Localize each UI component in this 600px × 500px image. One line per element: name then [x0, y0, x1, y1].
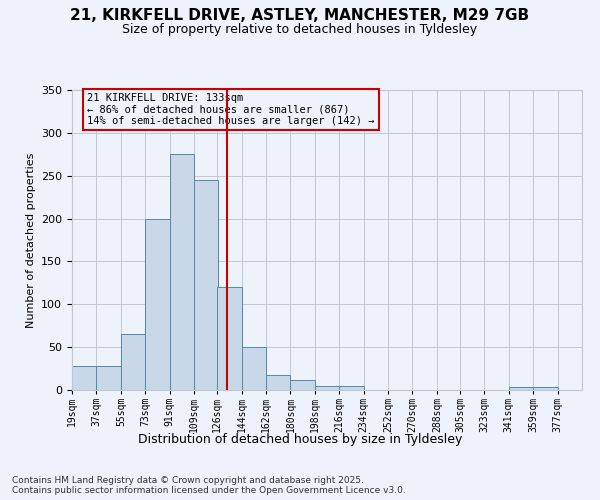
Text: Contains HM Land Registry data © Crown copyright and database right 2025.
Contai: Contains HM Land Registry data © Crown c…	[12, 476, 406, 495]
Bar	[72, 366, 97, 390]
Text: Distribution of detached houses by size in Tyldesley: Distribution of detached houses by size …	[138, 432, 462, 446]
Bar	[339, 386, 364, 390]
Bar	[145, 218, 170, 390]
Text: 21, KIRKFELL DRIVE, ASTLEY, MANCHESTER, M29 7GB: 21, KIRKFELL DRIVE, ASTLEY, MANCHESTER, …	[70, 8, 530, 22]
Bar	[266, 376, 290, 390]
Bar	[533, 386, 557, 390]
Bar	[97, 366, 121, 390]
Bar	[290, 380, 315, 390]
Bar	[217, 287, 242, 390]
Text: Size of property relative to detached houses in Tyldesley: Size of property relative to detached ho…	[122, 22, 478, 36]
Bar	[194, 180, 218, 390]
Bar	[170, 154, 194, 390]
Y-axis label: Number of detached properties: Number of detached properties	[26, 152, 35, 328]
Bar	[509, 388, 533, 390]
Bar	[121, 334, 145, 390]
Text: 21 KIRKFELL DRIVE: 133sqm
← 86% of detached houses are smaller (867)
14% of semi: 21 KIRKFELL DRIVE: 133sqm ← 86% of detac…	[88, 93, 375, 126]
Bar	[242, 347, 266, 390]
Bar	[315, 386, 339, 390]
